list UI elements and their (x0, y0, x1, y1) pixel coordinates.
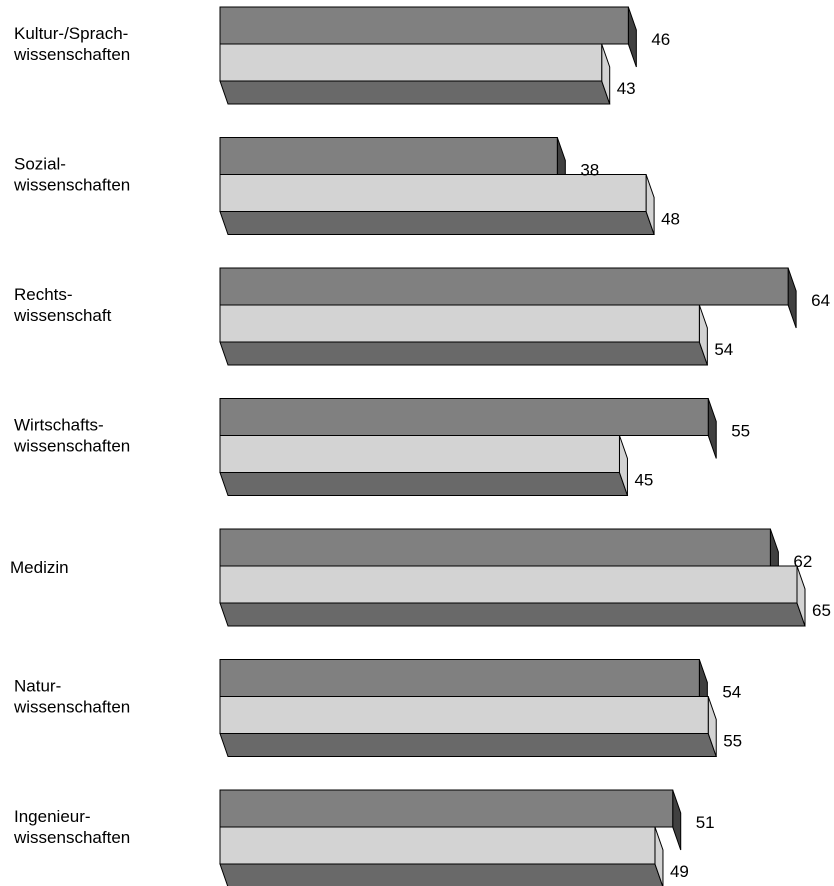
bar-series-1 (219, 659, 700, 697)
bar-side-face (787, 267, 797, 329)
labels-layer: Kultur-/Sprach-wissenschaften 46 43 Sozial-… (10, 24, 831, 881)
value-label: 43 (617, 79, 636, 98)
value-label: 38 (580, 161, 599, 180)
bar-bottom-face (219, 472, 629, 496)
category-label: Kultur-/Sprach-wissenschaften (13, 24, 130, 64)
value-label: 45 (634, 471, 653, 490)
bar-series-1 (219, 137, 558, 175)
bar-series-2 (219, 304, 700, 343)
value-label: 46 (651, 30, 670, 49)
bar-series-2 (219, 826, 656, 865)
bar-bottom-face (219, 341, 709, 366)
category-label: Natur-wissenschaften (13, 677, 130, 717)
bars-layer (219, 6, 806, 886)
bar-side-face (672, 789, 682, 851)
bar-group (219, 137, 655, 235)
bar-group (219, 6, 637, 105)
bar-bottom-face (219, 211, 655, 235)
value-label: 48 (661, 210, 680, 229)
category-label: Medizin (10, 558, 69, 577)
value-label: 55 (731, 422, 750, 441)
bar-series-2 (219, 565, 798, 604)
bar-bottom-face (219, 733, 717, 757)
bar-side-face (707, 398, 717, 459)
bar-series-1 (219, 6, 629, 45)
value-label: 49 (670, 862, 689, 881)
value-label: 51 (696, 813, 715, 832)
value-label: 62 (793, 552, 812, 571)
value-label: 65 (812, 601, 831, 620)
category-label: Wirtschafts-wissenschaften (13, 416, 130, 456)
bar-bottom-face (219, 863, 664, 886)
bar-side-face (627, 6, 637, 68)
bar-series-1 (219, 267, 789, 306)
bar-series-2 (219, 43, 603, 82)
value-label: 55 (723, 732, 742, 751)
value-label: 64 (811, 291, 830, 310)
bar-bottom-face (219, 602, 806, 627)
category-label: Sozial-wissenschaften (13, 155, 130, 195)
bar-series-2 (219, 696, 709, 734)
category-label: Ingenieur-wissenschaften (13, 807, 130, 847)
bar-bottom-face (219, 80, 611, 105)
value-label: 54 (714, 340, 733, 359)
bar-series-1 (219, 398, 709, 436)
bar-group (219, 789, 682, 886)
bar-group (219, 267, 797, 366)
bar-group (219, 398, 717, 496)
bar-series-2 (219, 174, 647, 212)
bar-series-1 (219, 789, 674, 828)
bar-series-1 (219, 528, 771, 567)
bar-group (219, 659, 717, 757)
category-label: Rechts-wissenschaft (13, 285, 112, 325)
bar-series-2 (219, 435, 620, 473)
value-label: 54 (722, 683, 741, 702)
bar-group (219, 528, 806, 627)
